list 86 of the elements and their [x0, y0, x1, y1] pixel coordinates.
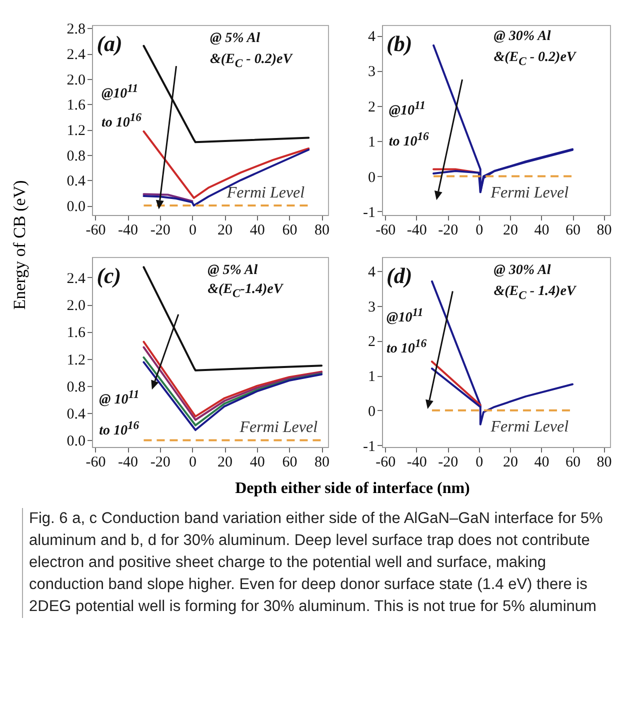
- y-tick-label: 2.0: [66, 72, 86, 88]
- annotation: @ 30% Al: [494, 262, 551, 279]
- y-tick-label: -1: [363, 204, 376, 221]
- x-tick-label: 80: [314, 222, 330, 238]
- y-tick-label: 0.8: [66, 379, 86, 396]
- x-tick-label: -40: [118, 454, 138, 470]
- x-tick-label: 20: [503, 454, 518, 470]
- x-tick-label: 40: [534, 454, 550, 470]
- annotation: &(E$_{C}$ - 0.2)eV: [494, 50, 576, 68]
- y-tick-label: 2: [368, 99, 376, 116]
- annotation: to 10$^{16}$: [388, 130, 429, 150]
- x-tick-label: 60: [282, 222, 298, 238]
- y-tick-label: 0: [368, 170, 376, 186]
- x-tick-label: -60: [86, 222, 106, 238]
- annotation: @ 10$^{11}$: [99, 388, 140, 409]
- annotation: @10$^{11}$: [386, 306, 424, 328]
- annotation: to 10$^{16}$: [101, 110, 142, 132]
- x-tick-label: 80: [314, 454, 330, 470]
- y-tick-label: 3: [368, 64, 376, 80]
- x-tick-label: 0: [476, 222, 484, 238]
- y-tick-label: 0.0: [66, 199, 86, 215]
- y-tick-label: 1.2: [66, 123, 86, 139]
- ref-line-label: Fermi Level: [226, 184, 306, 202]
- y-tick-label: 4: [368, 264, 376, 280]
- x-tick-label: 80: [596, 454, 612, 470]
- annotation: @10$^{11}$: [101, 82, 138, 103]
- annotation: &(E$_{C}$-1.4)eV: [208, 282, 283, 300]
- x-tick-label: 0: [188, 222, 196, 238]
- y-tick-label: 1: [368, 134, 376, 151]
- x-tick-label: -40: [406, 222, 427, 238]
- x-tick-label: -20: [150, 454, 170, 470]
- y-tick-label: 2: [368, 334, 376, 350]
- x-tick-label: -60: [86, 454, 106, 470]
- annotation: (b): [386, 30, 412, 57]
- x-tick-label: -40: [118, 222, 138, 238]
- caption: Fig. 6 a, c Conduction band variation either side of the AlGaN–GaN interface for 5% aluminum and b, d for 30% aluminum. Deep level surface trap does not contribute electron and positive sheet charge to the potential well and surface, making conduction band slope higher. Even for deep donor surface state (1.4 eV) there is 2DEG potential well is forming for 30% aluminum. This is not true for 5% aluminum: [22, 508, 619, 618]
- y-tick-label: 3: [368, 299, 376, 316]
- ref-line-label: Fermi Level: [238, 419, 318, 436]
- x-tick-label: 20: [218, 222, 233, 238]
- y-tick-label: 2.4: [66, 270, 86, 287]
- annotation: to 10$^{16}$: [386, 336, 427, 358]
- annotation: (a): [96, 30, 122, 57]
- x-tick-label: -60: [376, 222, 396, 238]
- annotation: @ 30% Al: [494, 28, 551, 45]
- y-tick-label: 1.6: [66, 98, 86, 114]
- x-tick-label: 20: [503, 222, 518, 238]
- y-tick-label: 0.0: [66, 434, 86, 450]
- y-axis-title: Energy of CB (eV): [10, 180, 30, 310]
- y-tick-label: 0.4: [66, 406, 86, 423]
- x-tick-label: 40: [534, 222, 550, 238]
- y-tick-label: 1.6: [66, 325, 86, 342]
- x-tick-label: -20: [150, 222, 170, 238]
- x-tick-label: 0: [188, 454, 196, 470]
- y-tick-label: 2.0: [66, 298, 86, 314]
- x-tick-label: -40: [406, 454, 427, 470]
- y-tick-label: -1: [363, 438, 376, 455]
- annotation: to 10$^{16}$: [99, 418, 140, 440]
- x-tick-label: -60: [376, 454, 396, 470]
- annotation: @10$^{11}$: [388, 99, 426, 120]
- annotation: (d): [386, 262, 412, 289]
- annotation: (c): [96, 262, 122, 289]
- y-tick-label: 0.4: [66, 174, 86, 190]
- x-tick-label: 40: [250, 454, 265, 470]
- annotation: @ 5% Al: [208, 262, 258, 279]
- x-tick-label: 20: [218, 454, 233, 470]
- x-axis-title: Depth either side of interface (nm): [234, 480, 471, 498]
- x-tick-label: 40: [250, 222, 265, 238]
- x-tick-label: 80: [596, 222, 612, 238]
- x-tick-label: -20: [438, 454, 458, 470]
- x-tick-label: 0: [476, 454, 484, 470]
- y-tick-label: 0: [368, 404, 376, 420]
- y-tick-label: 2.8: [66, 22, 86, 38]
- x-tick-label: 60: [282, 454, 298, 470]
- y-tick-label: 1: [368, 369, 376, 386]
- y-tick-label: 2.4: [66, 47, 86, 63]
- y-tick-label: 0.8: [66, 148, 86, 164]
- ref-line-label: Fermi Level: [490, 184, 570, 202]
- annotation: &(E$_{C}$ - 0.2)eV: [210, 52, 292, 70]
- y-tick-label: 1.2: [66, 352, 86, 368]
- annotation: &(E$_{C}$ - 1.4)eV: [494, 284, 576, 302]
- ref-line-label: Fermi Level: [490, 418, 570, 436]
- x-tick-label: -20: [438, 222, 458, 238]
- x-tick-label: 60: [566, 454, 581, 470]
- y-tick-label: 4: [368, 29, 376, 46]
- annotation: @ 5% Al: [210, 30, 260, 47]
- x-tick-label: 60: [566, 222, 581, 238]
